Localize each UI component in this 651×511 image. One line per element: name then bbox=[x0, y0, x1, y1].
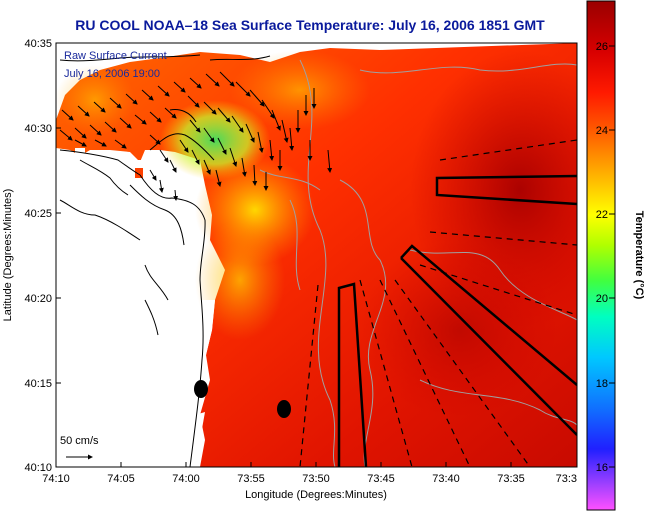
colorbar: 26 24 22 20 18 16 Temperature (°C) bbox=[586, 0, 645, 511]
x-tick-label: 74:10 bbox=[42, 473, 70, 485]
plot-area: Raw Surface Current July 16, 2006 19:00 … bbox=[56, 43, 577, 467]
y-tick-label: 40:20 bbox=[24, 293, 52, 305]
colorbar-tick-label: 18 bbox=[596, 378, 608, 390]
colorbar-tick-label: 22 bbox=[596, 209, 608, 221]
map-title: RU COOL NOAA–18 Sea Surface Temperature:… bbox=[75, 17, 545, 33]
x-axis-label: Longitude (Degrees:Minutes) bbox=[245, 489, 387, 501]
transect-box-south bbox=[337, 282, 368, 467]
x-tick-label: 73:55 bbox=[237, 473, 265, 485]
transect-lines bbox=[299, 139, 577, 467]
transect-box-diagonal bbox=[400, 244, 577, 436]
x-tick-label: 73:50 bbox=[302, 473, 330, 485]
mooring-marker bbox=[277, 400, 291, 418]
x-tick-label: 74:00 bbox=[172, 473, 200, 485]
y-tick-label: 40:10 bbox=[24, 462, 52, 474]
coastline bbox=[59, 54, 271, 467]
colorbar-tick-label: 20 bbox=[596, 293, 608, 305]
colorbar-tick-label: 24 bbox=[596, 125, 608, 137]
mooring-marker bbox=[194, 380, 208, 398]
legend-current-title: Raw Surface Current bbox=[64, 50, 167, 62]
x-axis: 74:10 74:05 74:00 73:55 73:50 73:45 73:4… bbox=[42, 462, 577, 501]
x-tick-label: 74:05 bbox=[107, 473, 135, 485]
y-tick-label: 40:25 bbox=[24, 208, 52, 220]
colorbar-ramp bbox=[586, 0, 616, 511]
x-tick-label: 73:3 bbox=[556, 473, 577, 485]
legend-current-time: July 16, 2006 19:00 bbox=[64, 68, 160, 80]
x-tick-label: 73:45 bbox=[367, 473, 395, 485]
bathymetry-contours bbox=[259, 59, 577, 467]
y-tick-label: 40:15 bbox=[24, 378, 52, 390]
y-axis-label: Latitude (Degrees:Minutes) bbox=[2, 189, 14, 322]
colorbar-tick-label: 26 bbox=[596, 41, 608, 53]
transect-box-north bbox=[435, 174, 577, 206]
x-tick-label: 73:40 bbox=[432, 473, 460, 485]
y-axis: 40:35 40:30 40:25 40:20 40:15 40:10 Lati… bbox=[2, 38, 61, 474]
y-tick-label: 40:30 bbox=[24, 123, 52, 135]
surface-current-vectors bbox=[59, 71, 333, 201]
x-tick-label: 73:35 bbox=[497, 473, 525, 485]
colorbar-label: Temperature (°C) bbox=[633, 211, 645, 300]
colorbar-tick-label: 16 bbox=[596, 462, 608, 474]
scale-label: 50 cm/s bbox=[60, 435, 99, 447]
y-tick-label: 40:35 bbox=[24, 38, 52, 50]
